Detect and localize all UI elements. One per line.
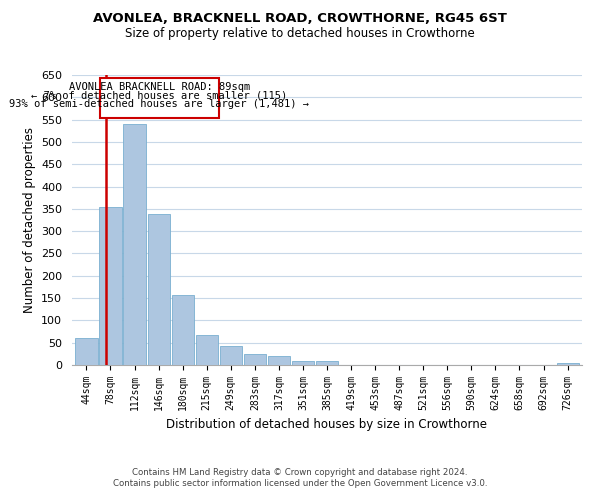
Text: 93% of semi-detached houses are larger (1,481) →: 93% of semi-detached houses are larger (… [9, 98, 309, 108]
Text: AVONLEA BRACKNELL ROAD: 89sqm: AVONLEA BRACKNELL ROAD: 89sqm [68, 82, 250, 92]
Bar [76, 338, 98, 365]
Bar [220, 346, 242, 365]
Text: Size of property relative to detached houses in Crowthorne: Size of property relative to detached ho… [125, 28, 475, 40]
Text: AVONLEA, BRACKNELL ROAD, CROWTHORNE, RG45 6ST: AVONLEA, BRACKNELL ROAD, CROWTHORNE, RG4… [93, 12, 507, 26]
Bar [124, 124, 146, 365]
Bar [148, 214, 170, 365]
Bar [172, 295, 194, 365]
FancyBboxPatch shape [100, 78, 219, 118]
X-axis label: Distribution of detached houses by size in Crowthorne: Distribution of detached houses by size … [167, 418, 487, 432]
Bar [100, 206, 122, 365]
Bar [557, 363, 578, 365]
Bar [316, 362, 338, 365]
Text: Contains HM Land Registry data © Crown copyright and database right 2024.
Contai: Contains HM Land Registry data © Crown c… [113, 468, 487, 487]
Bar [268, 356, 290, 365]
Bar [196, 334, 218, 365]
Text: ← 7% of detached houses are smaller (115): ← 7% of detached houses are smaller (115… [31, 90, 287, 100]
Bar [244, 354, 266, 365]
Bar [292, 362, 314, 365]
Y-axis label: Number of detached properties: Number of detached properties [23, 127, 35, 313]
